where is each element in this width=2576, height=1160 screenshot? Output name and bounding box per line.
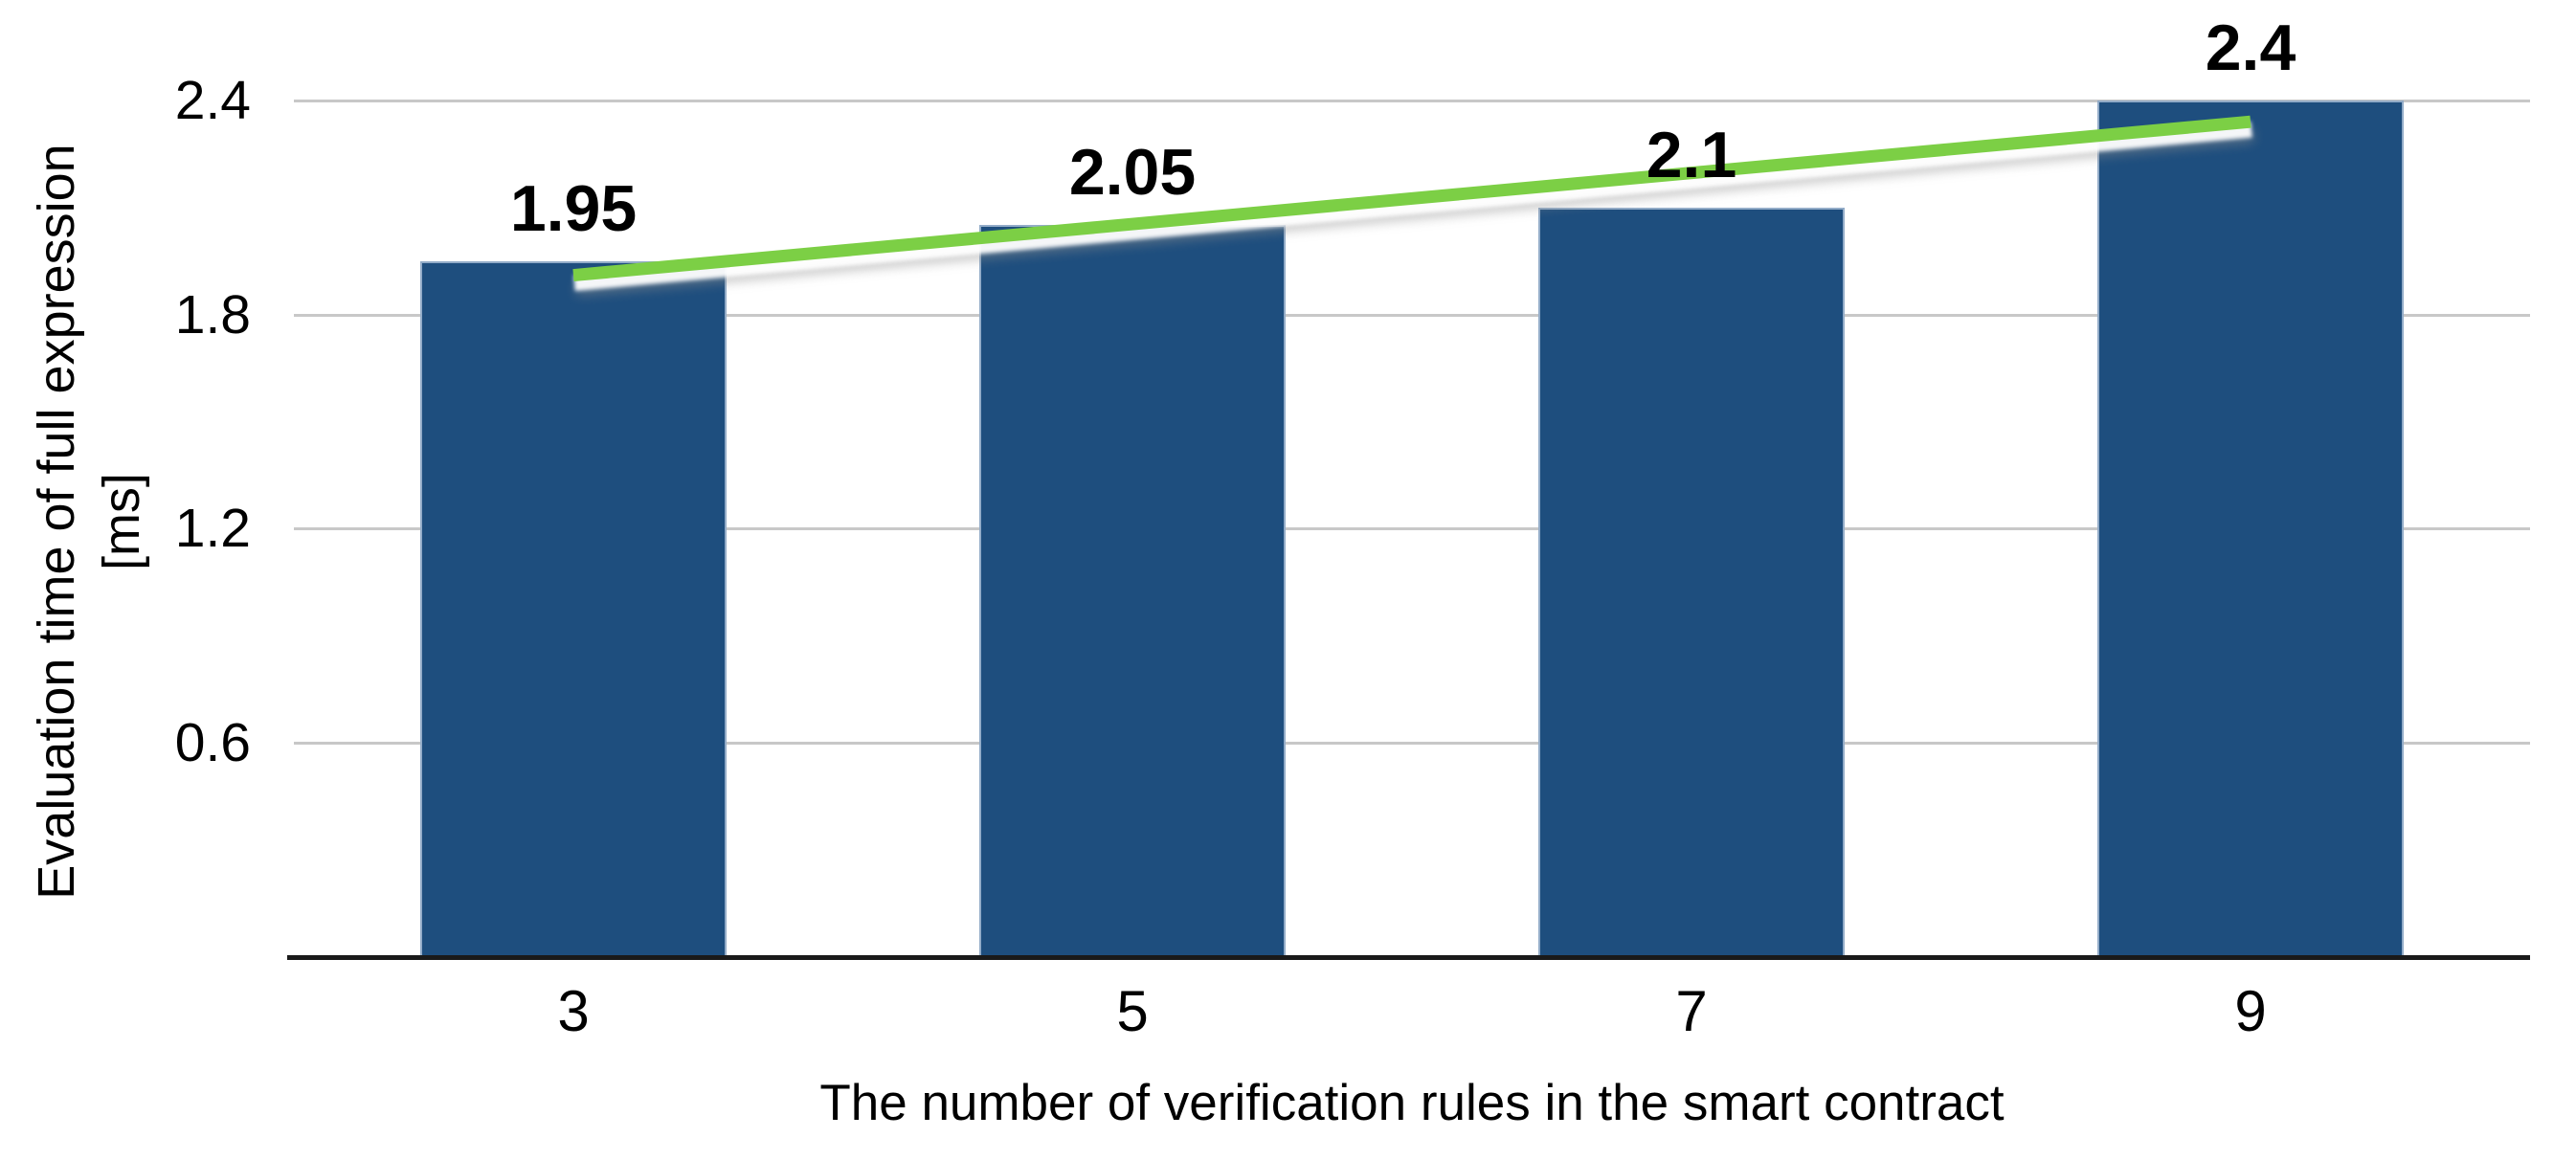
bar	[2097, 100, 2404, 957]
bar	[979, 225, 1286, 957]
gridline	[294, 742, 2530, 745]
trendline-white-underlay	[573, 121, 2252, 292]
trendline-shadow	[575, 130, 2254, 296]
bar	[1538, 208, 1845, 957]
bar-value-label: 2.1	[1646, 119, 1737, 191]
x-axis-line	[287, 955, 2530, 960]
y-axis-tick-label: 2.4	[174, 70, 251, 131]
x-axis-tick-label: 9	[2234, 979, 2267, 1043]
y-axis-tick-label: 1.8	[174, 284, 251, 346]
x-axis-tick-label: 5	[1116, 979, 1149, 1043]
x-axis-tick-label: 7	[1675, 979, 1708, 1043]
x-axis-tick-label: 3	[557, 979, 590, 1043]
bar-value-label: 2.05	[1068, 136, 1197, 209]
y-axis-tick-label: 1.2	[174, 498, 251, 559]
bar-value-label: 1.95	[509, 172, 638, 245]
gridline	[294, 527, 2530, 530]
gridline	[294, 100, 2530, 102]
x-axis-title: The number of verification rules in the …	[819, 1075, 2005, 1131]
bar	[420, 261, 727, 957]
trendline	[572, 115, 2251, 282]
gridline	[294, 314, 2530, 317]
y-axis-tick-label: 0.6	[174, 712, 251, 773]
bar-value-label: 2.4	[2205, 11, 2296, 84]
